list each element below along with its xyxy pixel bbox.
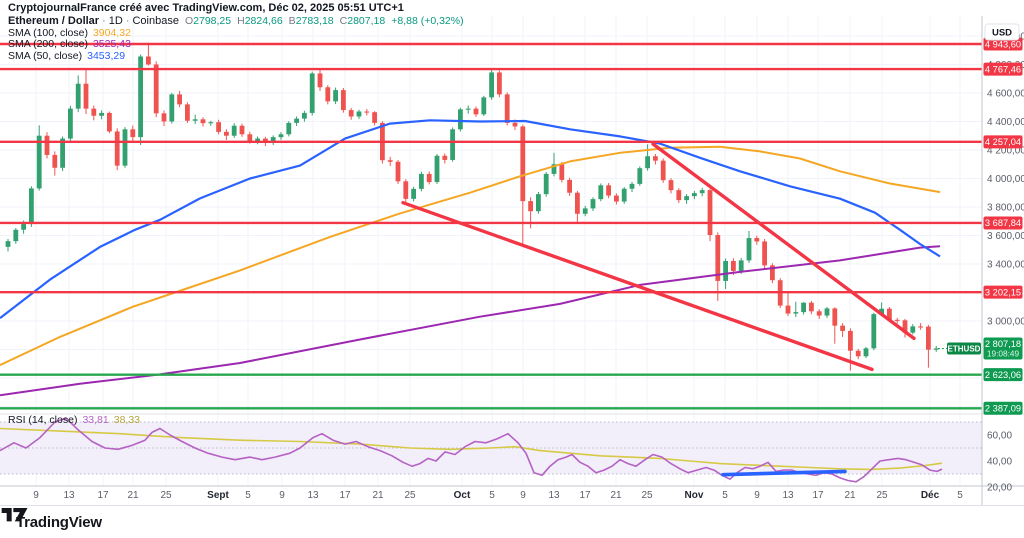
currency-label: USD (992, 28, 1012, 39)
svg-text:9: 9 (520, 490, 526, 501)
svg-text:9: 9 (754, 490, 760, 501)
svg-text:5: 5 (957, 490, 963, 501)
svg-text:4 943,60: 4 943,60 (985, 39, 1021, 49)
sma50-label: SMA (50, close) (8, 49, 83, 62)
svg-text:21: 21 (844, 490, 856, 501)
sma50-line (0, 119, 941, 319)
rsi-trendline (721, 469, 847, 477)
svg-text:4 767,46: 4 767,46 (985, 64, 1021, 74)
symbol-legend-row[interactable]: Ethereum / Dollar · 1D · Coinbase O2798,25 H28… (8, 15, 464, 27)
symbol-chip: ETHUSD (948, 344, 981, 353)
svg-text:25: 25 (641, 490, 653, 501)
sma100-legend-row[interactable]: SMA (100, close) 3904,32 (8, 26, 464, 40)
svg-text:4 200,00: 4 200,00 (987, 145, 1024, 156)
bottom-toolbar: TradingView (0, 505, 1024, 538)
svg-text:2 387,09: 2 387,09 (985, 404, 1021, 414)
low-letter: B (288, 15, 296, 27)
sma100-value: 3904,32 (92, 26, 131, 39)
svg-text:13: 13 (782, 490, 794, 501)
svg-text:13: 13 (307, 490, 319, 501)
rsi-ma-line (0, 427, 943, 471)
change-value: +8,88 (+0,32%) (391, 15, 464, 27)
svg-text:3 600,00: 3 600,00 (987, 231, 1024, 242)
rsi-legend-row[interactable]: RSI (14, close) 33,81 38,33 (8, 414, 140, 426)
svg-text:Oct: Oct (454, 490, 471, 501)
exchange-label: Coinbase (132, 15, 179, 27)
svg-text:17: 17 (579, 490, 591, 501)
rsi-line (0, 417, 943, 483)
close-value: 2807,18 (347, 15, 386, 27)
sma100-line (0, 145, 941, 367)
tradingview-logo-icon (1, 508, 28, 522)
svg-text:9: 9 (33, 490, 39, 501)
svg-text:Nov: Nov (685, 490, 704, 501)
svg-text:9: 9 (279, 490, 285, 501)
svg-text:Sept: Sept (207, 490, 229, 501)
svg-text:17: 17 (339, 490, 351, 501)
sma50-legend-row[interactable]: SMA (50, close) 3453,29 (8, 49, 464, 63)
svg-text:2 623,06: 2 623,06 (985, 370, 1021, 380)
svg-text:4 257,04: 4 257,04 (985, 137, 1021, 147)
svg-text:25: 25 (404, 490, 416, 501)
tradingview-brand-text: TradingView (16, 513, 102, 531)
currency-chip (984, 23, 1020, 41)
svg-text:21: 21 (610, 490, 622, 501)
svg-text:20,00: 20,00 (987, 483, 1012, 494)
svg-text:Déc: Déc (921, 490, 940, 501)
svg-text:5: 5 (245, 490, 251, 501)
svg-text:13: 13 (63, 490, 75, 501)
rsi-ma-value: 38,33 (113, 414, 141, 426)
high-letter: H (237, 15, 245, 27)
chart-legend: Ethereum / Dollar · 1D · Coinbase O2798,25 H28… (8, 15, 464, 63)
bar-countdown: 19:08:49 (987, 348, 1020, 358)
last-price-badge: 2 807,18 (985, 339, 1021, 349)
svg-text:3 400,00: 3 400,00 (987, 259, 1024, 270)
svg-text:3 000,00: 3 000,00 (987, 316, 1024, 327)
svg-text:3 687,84: 3 687,84 (985, 218, 1021, 228)
svg-text:4 400,00: 4 400,00 (987, 117, 1024, 128)
svg-text:3 800,00: 3 800,00 (987, 202, 1024, 213)
high-value: 2824,66 (244, 15, 283, 27)
symbol-name: Ethereum / Dollar (8, 15, 100, 27)
svg-text:40,00: 40,00 (987, 457, 1012, 468)
svg-text:60,00: 60,00 (987, 431, 1012, 442)
sma200-legend-row[interactable]: SMA (200, close) 3525,43 (8, 38, 464, 51)
price-level-lines[interactable] (0, 42, 982, 410)
svg-text:25: 25 (876, 490, 888, 501)
svg-text:21: 21 (127, 490, 139, 501)
svg-text:4 600,00: 4 600,00 (987, 88, 1024, 99)
sma100-label: SMA (100, close) (8, 26, 88, 39)
time-axis[interactable]: 9 13 17 21 25 Sept 5 9 13 17 21 25 Oct 5 9 13 17 21 25 Nov 5… (33, 490, 963, 501)
close-letter: C (339, 15, 348, 27)
svg-text:5: 5 (722, 490, 728, 501)
trend-lines[interactable] (401, 142, 916, 372)
open-value: 2798,25 (193, 15, 232, 27)
svg-text:5: 5 (489, 490, 495, 501)
svg-text:3 202,15: 3 202,15 (985, 287, 1021, 297)
chart-attribution-header: CryptojournalFrance créé avec TradingVie… (8, 2, 404, 14)
price-axis[interactable]: 5 000,004 800,004 600,004 400,004 200,00… (983, 23, 1024, 494)
sma50-value: 3453,29 (87, 49, 126, 62)
candles (5, 42, 939, 371)
rsi-value: 33,81 (82, 414, 109, 426)
open-letter: O (184, 15, 194, 27)
svg-text:17: 17 (812, 490, 824, 501)
low-value: 2783,18 (295, 15, 334, 27)
tradingview-brand-link[interactable]: TradingView (1, 508, 102, 531)
svg-text:4 000,00: 4 000,00 (987, 174, 1024, 185)
svg-text:21: 21 (372, 490, 384, 501)
sma200-label: SMA (200, close) (8, 38, 88, 50)
rsi-label: RSI (14, close) (8, 414, 78, 426)
interval-label: 1D (108, 15, 123, 27)
svg-text:25: 25 (160, 490, 172, 501)
sma200-value: 3525,43 (92, 38, 131, 50)
svg-text:17: 17 (97, 490, 109, 501)
svg-text:13: 13 (548, 490, 560, 501)
